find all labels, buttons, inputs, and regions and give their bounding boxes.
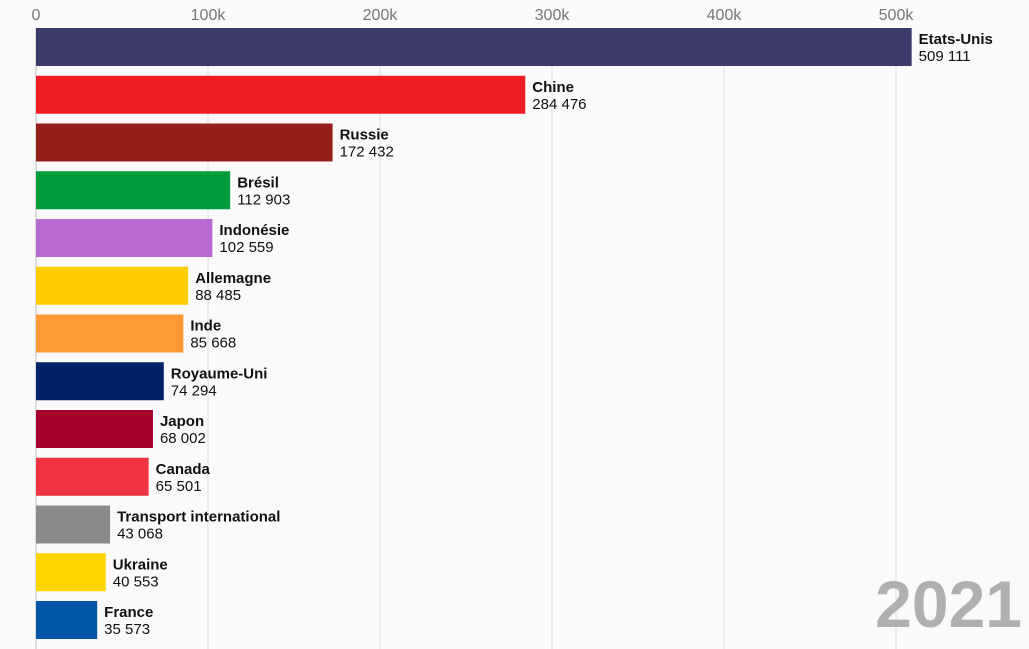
bar <box>36 123 333 162</box>
x-tick-label: 100k <box>191 7 227 24</box>
bar-value-label: 74 294 <box>171 382 217 399</box>
bar-value-label: 68 002 <box>160 430 206 447</box>
bar-category-label: Inde <box>190 318 221 335</box>
bar <box>36 362 164 401</box>
bar-category-label: Chine <box>532 79 574 96</box>
x-tick-label: 400k <box>707 7 743 24</box>
bar-value-label: 88 485 <box>195 287 241 304</box>
bar-category-label: Transport international <box>117 509 280 526</box>
bar-category-label: Japon <box>160 413 204 430</box>
bar-category-label: Indonésie <box>219 222 289 239</box>
bar-category-label: Canada <box>156 461 211 478</box>
bar <box>36 219 213 257</box>
bar-value-label: 40 553 <box>113 573 159 590</box>
x-tick-label: 500k <box>879 7 915 24</box>
bar-category-label: Ukraine <box>113 556 168 573</box>
bar-category-label: Russie <box>340 127 389 144</box>
bar <box>36 314 184 353</box>
bar <box>36 505 111 544</box>
bar-value-label: 85 668 <box>190 335 236 352</box>
bar <box>36 601 98 639</box>
bar-value-label: 284 476 <box>532 96 586 113</box>
bar-category-label: Allemagne <box>195 270 271 287</box>
bar-value-label: 172 432 <box>340 144 394 161</box>
bar-value-label: 65 501 <box>156 478 202 495</box>
bars-layer <box>36 28 912 639</box>
x-tick-label: 200k <box>363 7 399 24</box>
bar <box>36 553 106 592</box>
x-tick-label: 300k <box>535 7 571 24</box>
bar <box>36 410 153 448</box>
bar-value-label: 43 068 <box>117 526 163 543</box>
bar-value-label: 35 573 <box>104 621 150 638</box>
bar-value-label: 112 903 <box>237 191 290 208</box>
bar <box>36 171 231 210</box>
bar-category-label: Etats-Unis <box>919 31 993 48</box>
bar-value-label: 509 111 <box>919 48 971 65</box>
bar-category-label: Royaume-Uni <box>171 365 268 382</box>
bar-category-label: Brésil <box>237 174 279 191</box>
bar-category-label: France <box>104 604 153 621</box>
year-label: 2021 <box>875 567 1022 641</box>
bar <box>36 457 149 496</box>
x-tick-label: 0 <box>32 7 41 24</box>
bar <box>36 28 912 66</box>
bar <box>36 75 526 114</box>
bar <box>36 266 189 305</box>
bar-value-label: 102 559 <box>219 239 273 256</box>
